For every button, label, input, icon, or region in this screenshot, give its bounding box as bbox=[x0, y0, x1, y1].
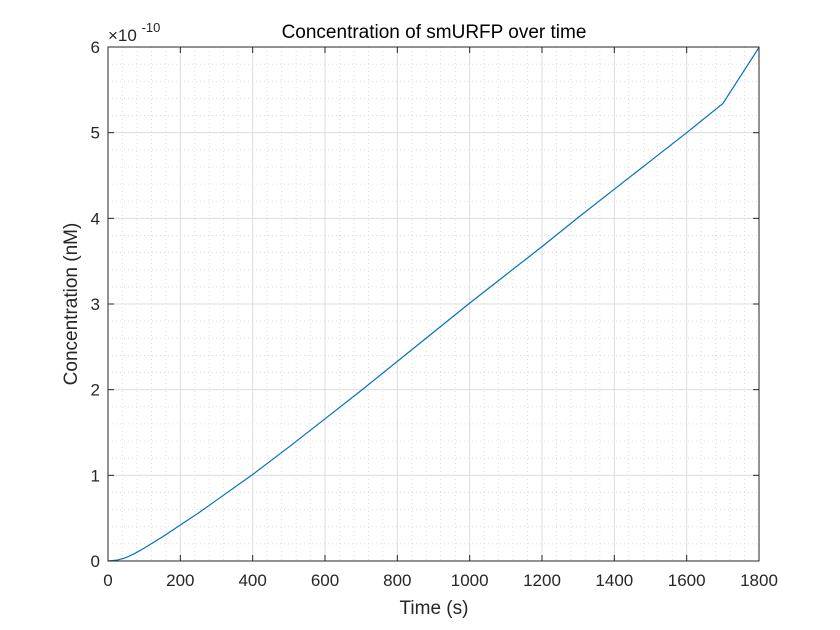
x-tick-label: 1800 bbox=[740, 571, 778, 590]
tick-labels: 0 200 400 600 800 1000 1200 1400 1600 1800 0 1 2 3 4 5 6 bbox=[91, 38, 778, 590]
y-axis-title: Concentration (nM) bbox=[61, 223, 82, 386]
x-tick-label: 600 bbox=[311, 571, 339, 590]
series-layer bbox=[107, 47, 760, 562]
y-tick-label: 3 bbox=[91, 295, 100, 314]
x-axis-title: Time (s) bbox=[400, 598, 469, 619]
y-tick-label: 5 bbox=[91, 124, 100, 143]
y-axis-exponent: ×10 -10 bbox=[108, 20, 160, 45]
x-tick-label: 1400 bbox=[595, 571, 633, 590]
y-tick-label: 2 bbox=[91, 381, 100, 400]
x-tick-label: 200 bbox=[166, 571, 194, 590]
x-tick-label: 0 bbox=[103, 571, 112, 590]
x-tick-label: 1200 bbox=[523, 571, 561, 590]
x-tick-label: 400 bbox=[238, 571, 266, 590]
x-tick-label: 800 bbox=[383, 571, 411, 590]
x-tick-label: 1000 bbox=[451, 571, 489, 590]
x-tick-label: 1600 bbox=[668, 571, 706, 590]
y-tick-label: 6 bbox=[91, 38, 100, 57]
y-tick-label: 4 bbox=[91, 209, 100, 228]
chart-title: Concentration of smURFP over time bbox=[282, 22, 587, 43]
y-tick-label: 1 bbox=[91, 466, 100, 485]
y-axis-exponent-power: -10 bbox=[142, 20, 161, 35]
series-line bbox=[107, 47, 760, 562]
y-axis-exponent-base: ×10 bbox=[108, 26, 137, 45]
grid bbox=[107, 46, 760, 562]
axes bbox=[107, 46, 760, 562]
y-tick-label: 0 bbox=[91, 552, 100, 571]
